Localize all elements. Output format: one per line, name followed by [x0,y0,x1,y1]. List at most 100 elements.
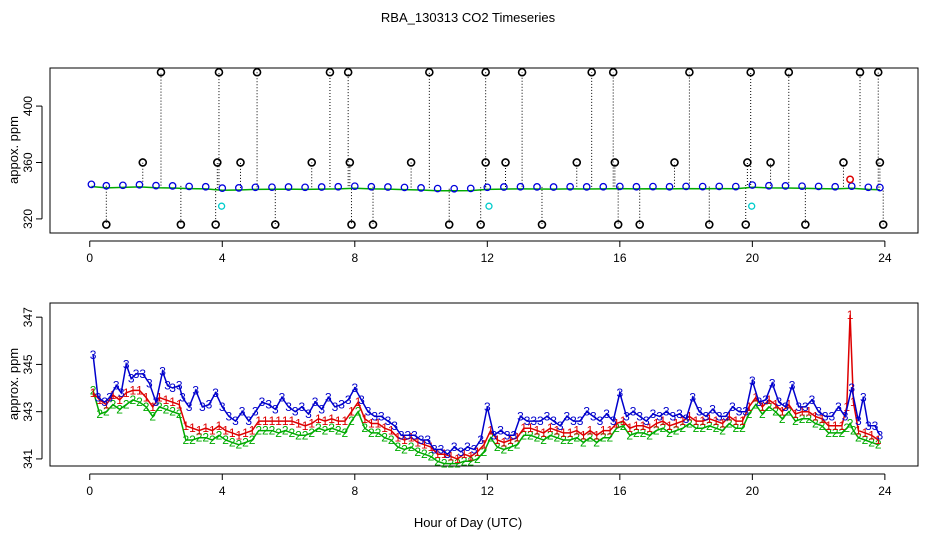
series-point-3: 3 [451,440,458,454]
series-point-1: 1 [242,426,249,440]
series-point-3: 3 [769,376,776,390]
bottom-plot-frame [49,302,919,467]
series-point-3: 3 [848,381,855,395]
series-point-2: 2 [481,445,488,459]
series-point-2: 2 [699,421,706,435]
series-point-1: 1 [169,395,176,409]
series-point-1: 1 [805,405,812,419]
series-point-2: 2 [342,426,349,440]
series-point-2: 2 [567,433,574,447]
series-point-2: 2 [862,433,869,447]
series-point-3: 3 [332,400,339,414]
series-point-1: 1 [507,433,514,447]
series-point-1: 1 [414,435,421,449]
series-point-2: 2 [706,419,713,433]
series-point-2: 2 [368,426,375,440]
series-point-3: 3 [471,442,478,456]
series-point-3: 3 [226,409,233,423]
series-point-3: 3 [101,395,108,409]
series-point-1: 1 [732,414,739,428]
top-outlier-point [102,220,111,229]
series-point-2: 2 [315,421,322,435]
top-outlier-point [444,220,454,229]
series-point-2: 2 [501,442,508,456]
series-point-1: 1 [713,414,720,428]
series-point-3: 3 [537,414,544,428]
series-point-1: 1 [739,414,746,428]
series-point-3: 3 [563,409,570,423]
series-point-2: 2 [302,428,309,442]
series-point-2: 2 [163,402,170,416]
series-point-3: 3 [199,400,206,414]
series-point-2: 2 [766,400,773,414]
series-point-3: 3 [239,405,246,419]
series-point-3: 3 [312,395,319,409]
series-point-2: 2 [156,400,163,414]
series-point-1: 1 [785,398,792,412]
series-point-2: 2 [448,457,455,471]
series-point-2: 2 [527,428,534,442]
series-point-2: 2 [421,447,428,461]
series-point-1: 1 [328,412,335,426]
top-outlier-point [325,67,335,77]
top-baseline-point [168,182,177,190]
series-point-1: 1 [302,419,309,433]
series-point-3: 3 [616,386,623,400]
series-point-1: 1 [123,386,130,400]
series-point-3: 3 [835,400,842,414]
series-point-1: 1 [474,445,481,459]
top-baseline-point [582,183,591,191]
series-point-2: 2 [693,421,700,435]
series-point-1: 1 [381,421,388,435]
top-baseline-point [831,182,840,191]
series-point-3: 3 [146,376,153,390]
top-x-tick-label: 4 [219,251,226,265]
series-point-2: 2 [507,440,514,454]
top-x-tick-label: 24 [878,251,892,265]
series-point-1: 1 [626,421,633,435]
series-point-3: 3 [305,407,312,421]
series-point-1: 1 [855,424,862,438]
series-point-3: 3 [345,393,352,407]
series-point-1: 1 [534,424,541,438]
top-baseline-point [102,181,111,190]
top-outlier-point [176,220,186,229]
top-outlier-point [670,158,679,167]
top-outlier-point [517,67,527,77]
top-baseline-point [334,182,343,191]
series-point-1: 1 [428,440,435,454]
series-point-1: 1 [633,419,640,433]
series-point-2: 2 [255,424,262,438]
series-point-1: 1 [229,426,236,440]
series-point-3: 3 [164,379,171,393]
top-baseline-point [284,183,293,191]
series-point-3: 3 [133,367,140,381]
series-point-1: 1 [587,424,594,438]
series-point-3: 3 [424,433,431,447]
series-point-3: 3 [464,440,471,454]
top-x-tick-label: 8 [351,251,358,265]
top-outlier-point [476,220,485,229]
top-baseline-point [698,182,707,191]
series-point-1: 1 [832,419,839,433]
series-point-2: 2 [554,431,561,445]
series-point-1: 1 [361,412,368,426]
series-point-3: 3 [153,395,160,409]
series-point-1: 1 [182,419,189,433]
top-y-tick-label: 320 [21,209,35,229]
series-point-1: 1 [295,416,302,430]
top-outlier-point [307,158,317,167]
series-point-2: 2 [838,426,845,440]
series-point-3: 3 [232,414,239,428]
series-point-1: 1 [792,407,799,421]
series-line-2 [92,390,879,465]
top-baseline-point [234,184,243,192]
top-outlier-point [613,220,623,229]
series-point-2: 2 [812,416,819,430]
series-point-3: 3 [444,447,451,461]
top-y-tick-label: 400 [21,96,35,116]
top-baseline-point [135,180,144,189]
series-point-3: 3 [663,405,670,419]
